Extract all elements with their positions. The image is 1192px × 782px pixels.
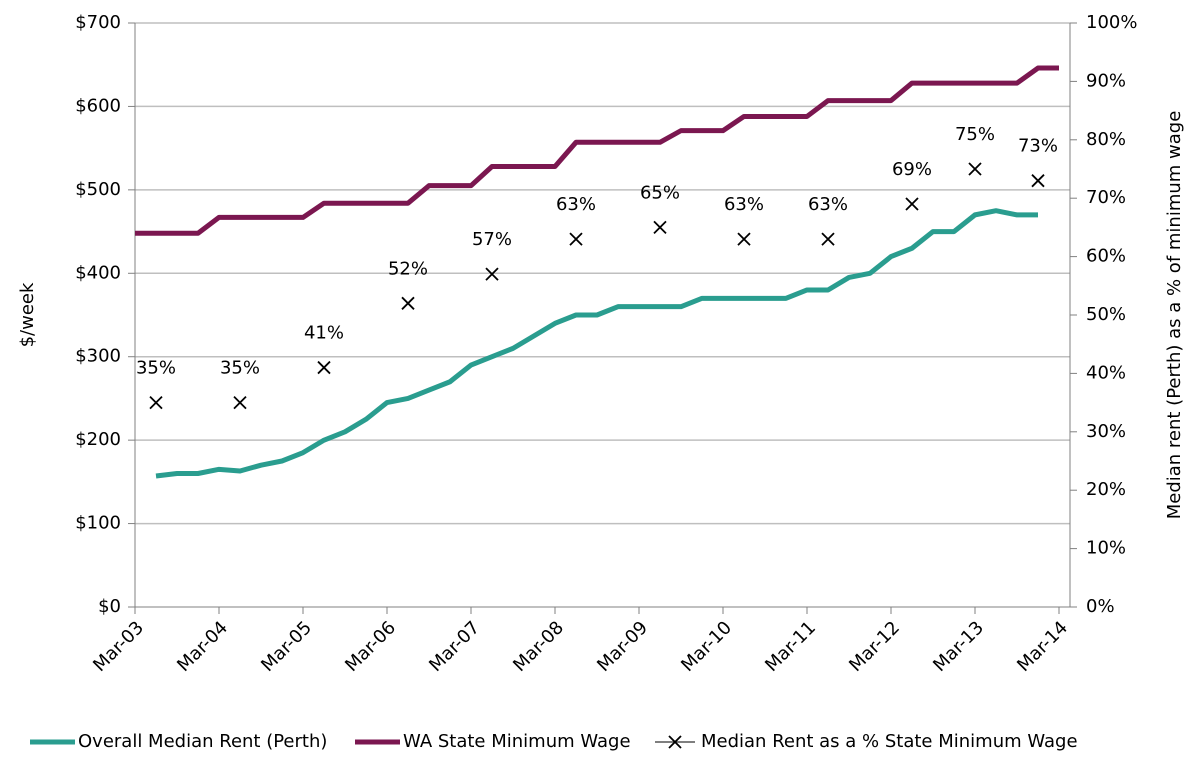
x-tick-label: Mar-14	[1013, 617, 1072, 676]
series-line	[135, 65, 1059, 236]
y-tick-label: $0	[98, 596, 121, 617]
y2-tick-label: 90%	[1086, 70, 1126, 91]
legend-label: WA State Minimum Wage	[403, 731, 631, 752]
data-label: 57%	[472, 229, 512, 250]
series-line	[155, 208, 1038, 479]
x-tick-label: Mar-08	[509, 617, 568, 676]
y2-tick-label: 60%	[1086, 246, 1126, 267]
data-point	[905, 197, 919, 211]
data-label: 35%	[136, 358, 176, 379]
data-point	[821, 232, 835, 246]
y-tick-label: $500	[75, 179, 121, 200]
data-label: 63%	[556, 194, 596, 215]
y2-tick-label: 20%	[1086, 479, 1126, 500]
legend-swatch	[668, 735, 682, 749]
y2-tick-label: 40%	[1086, 362, 1126, 383]
data-label: 63%	[724, 194, 764, 215]
legend-label: Median Rent as a % State Minimum Wage	[701, 731, 1078, 752]
y2-tick-label: 100%	[1086, 12, 1137, 33]
data-label: 75%	[955, 124, 995, 145]
y2-tick-label: 30%	[1086, 421, 1126, 442]
y2-tick-label: 10%	[1086, 538, 1126, 559]
data-label: 63%	[808, 194, 848, 215]
y2-tick-label: 70%	[1086, 187, 1126, 208]
x-tick-label: Mar-05	[257, 617, 316, 676]
y2-tick-label: 50%	[1086, 304, 1126, 325]
data-point	[233, 395, 247, 410]
x-tick-label: Mar-13	[929, 617, 988, 676]
y-axis-title: $/week	[17, 282, 38, 347]
data-label: 35%	[220, 358, 260, 379]
data-label: 41%	[304, 323, 344, 344]
data-label: 73%	[1018, 136, 1058, 157]
data-point	[485, 267, 499, 281]
x-tick-label: Mar-10	[677, 617, 736, 676]
data-point	[149, 395, 163, 410]
data-label: 69%	[892, 159, 932, 180]
data-point	[653, 220, 667, 235]
data-label: 52%	[388, 258, 428, 279]
data-point	[317, 360, 331, 375]
y-tick-label: $400	[75, 262, 121, 283]
data-point	[968, 162, 982, 176]
y-tick-label: $300	[75, 346, 121, 367]
y-tick-label: $100	[75, 513, 121, 534]
y2-tick-label: 0%	[1086, 596, 1115, 617]
legend-label: Overall Median Rent (Perth)	[78, 731, 327, 752]
data-point	[1031, 174, 1045, 188]
y-tick-label: $700	[75, 12, 121, 33]
x-tick-label: Mar-03	[89, 617, 148, 676]
y-tick-label: $200	[75, 429, 121, 450]
data-label: 65%	[640, 182, 680, 203]
x-tick-label: Mar-04	[173, 617, 232, 676]
y2-tick-label: 80%	[1086, 129, 1126, 150]
x-tick-label: Mar-09	[593, 617, 652, 676]
x-tick-label: Mar-06	[341, 617, 400, 676]
x-tick-label: Mar-12	[845, 617, 904, 676]
data-point	[737, 232, 751, 246]
y2-axis-title: Median rent (Perth) as a % of minimum wa…	[1164, 111, 1185, 520]
x-tick-label: Mar-07	[425, 617, 484, 676]
x-tick-label: Mar-11	[761, 617, 820, 676]
y-tick-label: $600	[75, 95, 121, 116]
data-point	[569, 232, 583, 246]
data-point	[401, 296, 415, 310]
